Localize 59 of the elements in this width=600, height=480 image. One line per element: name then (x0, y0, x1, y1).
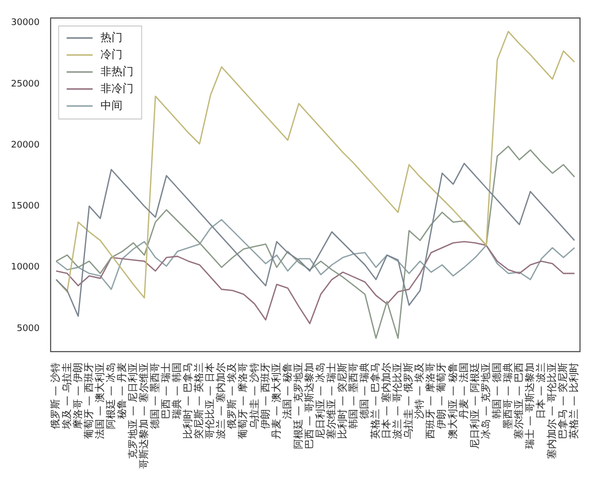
y-tick-label: 15000 (10, 202, 40, 212)
x-tick-label: 摩洛哥 — 伊朗 (72, 362, 84, 429)
x-tick-label: 英格兰 — 比利时 (568, 362, 580, 439)
x-tick-label: 俄罗斯 — 埃及 (226, 362, 238, 429)
x-tick-label: 波兰 — 塞内加尔 (215, 362, 228, 439)
x-tick-label: 塞尔维亚 — 巴西 (512, 362, 525, 439)
x-tick-label: 巴拿马 — 突尼斯 (557, 362, 570, 439)
x-tick-label: 哥斯达黎加 — 塞尔维亚 (138, 362, 150, 469)
x-tick-label: 丹麦 — 澳大利亚 (270, 362, 282, 439)
y-tick-label: 20000 (10, 140, 40, 150)
y-tick-label: 25000 (10, 79, 40, 90)
legend-label: 非冷门 (100, 82, 134, 95)
x-tick-label: 伊朗 — 葡萄牙 (436, 362, 448, 429)
x-tick-label: 比利时 — 巴拿马 (182, 362, 194, 439)
x-tick-label: 韩国 — 德国 (490, 362, 503, 419)
x-tick-label: 法国 — 澳大利亚 (94, 362, 106, 439)
x-tick-label: 澳大利亚 — 秘鲁 (446, 362, 459, 439)
x-tick-label: 西班牙 — 摩洛哥 (424, 362, 437, 439)
x-tick-label: 冰岛 — 克罗地亚 (480, 362, 492, 439)
x-tick-label: 乌拉圭 — 俄罗斯 (402, 362, 415, 439)
x-tick-label: 伊朗 — 西班牙 (259, 362, 272, 429)
x-tick-label: 日本 — 塞内加尔 (380, 362, 393, 439)
x-tick-label: 乌拉圭 — 沙特 (248, 362, 260, 429)
x-tick-label: 日本 — 波兰 (534, 362, 547, 419)
x-tick-label: 德国 — 墨西哥 (150, 362, 161, 429)
legend-label: 非热门 (100, 64, 134, 78)
x-tick-label: 巴西 — 瑞士 (160, 362, 172, 419)
x-tick-label: 埃及 — 乌拉圭 (60, 362, 73, 430)
x-tick-label: 克罗地亚 — 尼日利亚 (126, 362, 139, 459)
x-tick-label: 尼日利亚 — 阿根廷 (468, 362, 481, 449)
x-tick-label: 比利时 — 突尼斯 (336, 362, 348, 439)
legend-label: 冷门 (100, 48, 123, 61)
x-tick-label: 波兰 — 哥伦比亚 (392, 362, 404, 439)
x-tick-label: 尼日利亚 — 冰岛 (314, 362, 326, 439)
x-tick-label: 葡萄牙 — 西班牙 (82, 362, 95, 439)
x-tick-label: 突尼斯 — 英格兰 (193, 362, 206, 439)
x-tick-label: 塞内加尔 — 哥伦比亚 (546, 362, 558, 459)
x-tick-label: 塞尔维亚 — 瑞士 (325, 362, 338, 439)
x-tick-label: 秘鲁 — 丹麦 (116, 362, 128, 419)
x-tick-label: 墨西哥 — 瑞典 (502, 362, 514, 429)
y-tick-label: 10000 (10, 262, 40, 273)
legend-label: 中间 (100, 98, 123, 112)
x-tick-label: 德国 — 瑞典 (358, 362, 371, 419)
x-tick-label: 哥伦比亚 — 日本 (204, 362, 216, 439)
legend-label: 热门 (100, 30, 123, 44)
x-tick-label: 英格兰 — 巴拿马 (370, 362, 382, 439)
x-tick-label: 阿根廷 — 冰岛 (104, 362, 117, 429)
y-tick-label: 5000 (16, 324, 40, 334)
x-tick-label: 葡萄牙 — 摩洛哥 (237, 362, 250, 439)
x-tick-label: 韩国 — 墨西哥 (348, 362, 360, 429)
y-tick-label: 30000 (10, 18, 40, 28)
x-tick-label: 俄罗斯 — 沙特 (50, 362, 62, 429)
x-tick-label: 沙特 — 埃及 (414, 362, 426, 419)
x-tick-label: 瑞典 — 韩国 (171, 362, 184, 419)
x-tick-label: 瑞士 — 哥斯达黎加 (524, 362, 536, 449)
x-tick-label: 巴西 — 哥斯达黎加 (303, 362, 316, 449)
x-tick-label: 法国 — 秘鲁 (281, 362, 294, 419)
x-tick-label: 丹麦 — 法国 (458, 362, 470, 419)
x-tick-label: 阿根廷 — 克罗地亚 (292, 362, 304, 449)
